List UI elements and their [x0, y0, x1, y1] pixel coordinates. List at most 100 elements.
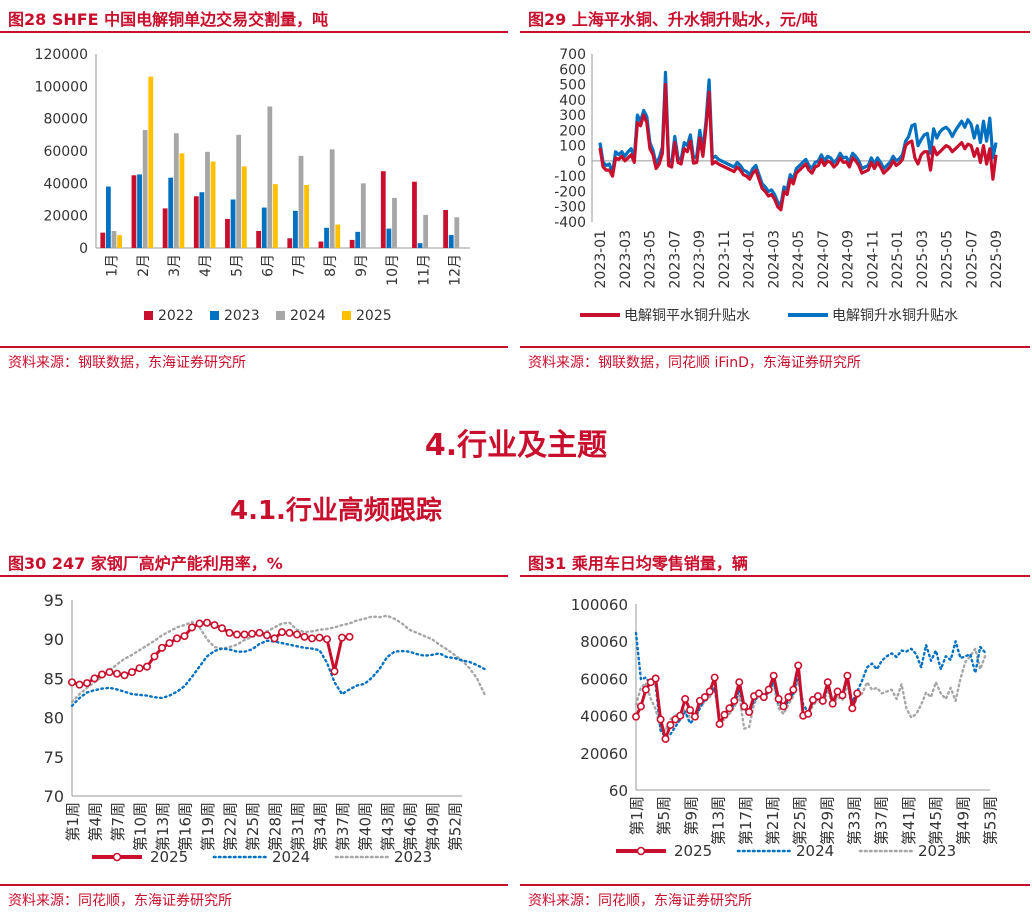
fig28-bar-2025 [335, 224, 341, 248]
fig30-y-tick-label: 95 [44, 591, 64, 610]
fig28-bar-2022 [225, 218, 230, 248]
fig28-y-tick-label: 0 [79, 241, 88, 257]
fig29-y-tick-label: 500 [559, 78, 586, 94]
fig29-title-rule [520, 31, 1030, 33]
fig28-bar-2022 [380, 171, 386, 248]
fig29-legend-label: 电解铜平水铜升贴水 [624, 308, 750, 324]
fig28-source: 资料来源：钢联数据，东海证券研究所 [8, 355, 246, 371]
fig31-series-point [853, 689, 862, 698]
fig28-bar-2025 [179, 153, 185, 248]
fig30-x-tick-label: 第43周 [379, 802, 397, 851]
fig28-x-tick-label: 7月 [292, 254, 308, 277]
fig30-x-tick-label: 第52周 [447, 802, 465, 851]
fig30-series-line [70, 614, 486, 704]
fig31-series-point [818, 696, 827, 705]
fig28-bar-2022 [131, 175, 137, 248]
fig29-legend-label: 电解铜升水铜升贴水 [832, 308, 958, 324]
fig28-legend-label: 2024 [290, 308, 326, 324]
fig28-y-tick-label: 120000 [35, 47, 88, 63]
fig31-series-point [759, 693, 768, 702]
fig29-y-tick-label: 600 [559, 62, 586, 78]
fig30-series-point [262, 631, 271, 640]
panel-fig30: 图30 247 家钢厂高炉产能利用率，% 70 75 80 85 90 95 第1周 第4周第… [0, 544, 510, 914]
fig31-series-point [651, 674, 660, 683]
fig30-series-point [315, 633, 324, 642]
fig31-chart: 60 20060 40060 60060 80060 100060 第1周 第5周 第9周 第13… [571, 596, 1000, 860]
fig31-x-tick-label: 第21周 [764, 796, 782, 845]
fig31-x-tick-label: 第49周 [954, 796, 972, 845]
fig30-series-point [345, 632, 354, 641]
fig31-source-rule [520, 884, 1030, 886]
fig31-legend-label: 2024 [796, 842, 834, 860]
fig28-legend-label: 2023 [224, 308, 260, 324]
fig30-series-point [128, 668, 137, 677]
fig28-bar-2023 [417, 243, 423, 248]
fig28-bar-2023 [261, 207, 267, 248]
fig30-x-tick-label: 第40周 [357, 802, 375, 851]
fig29-x-tick-label: 2025-01 [890, 230, 906, 289]
fig28-bar-2024 [267, 106, 273, 249]
fig30-series-point [165, 639, 174, 648]
fig31-x-tick-label: 第5周 [655, 796, 673, 836]
fig31-series-point [676, 711, 685, 720]
fig31-y-tick-label: 80060 [580, 633, 628, 651]
fig30-series-point [292, 630, 301, 639]
fig31-series-point [789, 685, 798, 694]
fig29-source-rule [520, 346, 1030, 348]
fig28-bar-2023 [105, 186, 111, 248]
fig30-x-tick-label: 第28周 [267, 802, 285, 851]
fig28-bar-2025 [117, 235, 122, 248]
fig30-x-tick-label: 第4周 [87, 802, 105, 842]
fig30-title-rule [0, 575, 508, 577]
fig28-bar-2023 [448, 235, 454, 248]
fig30-series-point [270, 634, 279, 643]
fig31-source: 资料来源：同花顺，东海证券研究所 [528, 893, 752, 909]
fig28-x-tick-label: 12月 [447, 254, 463, 286]
fig28-x-tick-label: 5月 [229, 254, 245, 277]
fig28-chart: 0 20000 40000 60000 80000 100000 120000 1月 2月 3月 4… [35, 47, 470, 324]
fig30-series-point [330, 667, 339, 676]
fig31-series-point [636, 702, 645, 711]
fig31-x-tick-label: 第29周 [818, 796, 836, 845]
fig30-x-tick-label: 第22周 [222, 802, 240, 851]
fig31-title-rule [520, 575, 1030, 577]
fig31-series-point [715, 720, 724, 729]
fig30-title: 图30 247 家钢厂高炉产能利用率，% [8, 554, 283, 573]
fig28-bar-2022 [349, 239, 355, 248]
fig31-series-line [634, 647, 987, 732]
fig30-series-point [307, 634, 316, 643]
fig30-legend-label: 2025 [150, 848, 188, 866]
fig30-x-tick-label: 第49周 [424, 802, 442, 851]
fig29-x-tick-label: 2024-11 [865, 230, 881, 289]
fig29-x-tick-label: 2025-05 [940, 230, 956, 289]
fig30-series-point [248, 629, 257, 638]
fig28-legend-swatch [276, 311, 285, 320]
fig28-y-tick-label: 40000 [43, 176, 88, 192]
fig31-series-point [656, 715, 665, 724]
fig28-x-tick-label: 1月 [105, 254, 121, 277]
fig28-y-tick-label: 100000 [35, 79, 88, 95]
fig30-series-point [188, 623, 197, 632]
section-title: 4.行业及主题 [424, 428, 608, 463]
fig31-legend-label: 2025 [674, 842, 712, 860]
fig29-x-tick-label: 2023-09 [692, 230, 708, 289]
fig28-legend-swatch [144, 311, 153, 320]
fig31-x-tick-label: 第9周 [682, 796, 700, 836]
fig31-x-tick-label: 第25周 [791, 796, 809, 845]
fig30-source-rule [0, 884, 508, 886]
fig31-series-point [784, 693, 793, 702]
fig31-x-tick-label: 第1周 [628, 796, 646, 836]
fig31-series-point [804, 709, 813, 718]
fig31-series-point [720, 710, 729, 719]
fig31-series-line [634, 631, 987, 739]
fig28-title-rule [0, 31, 508, 33]
fig30-legend-label: 2023 [394, 848, 432, 866]
fig30-series-point [173, 634, 182, 643]
fig31-series-point [823, 678, 832, 687]
fig30-x-tick-label: 第37周 [334, 802, 352, 851]
fig30-x-tick-label: 第13周 [154, 802, 172, 851]
fig31-series-point [730, 696, 739, 705]
fig31-series-point [843, 671, 852, 680]
fig28-bar-2022 [162, 208, 168, 248]
